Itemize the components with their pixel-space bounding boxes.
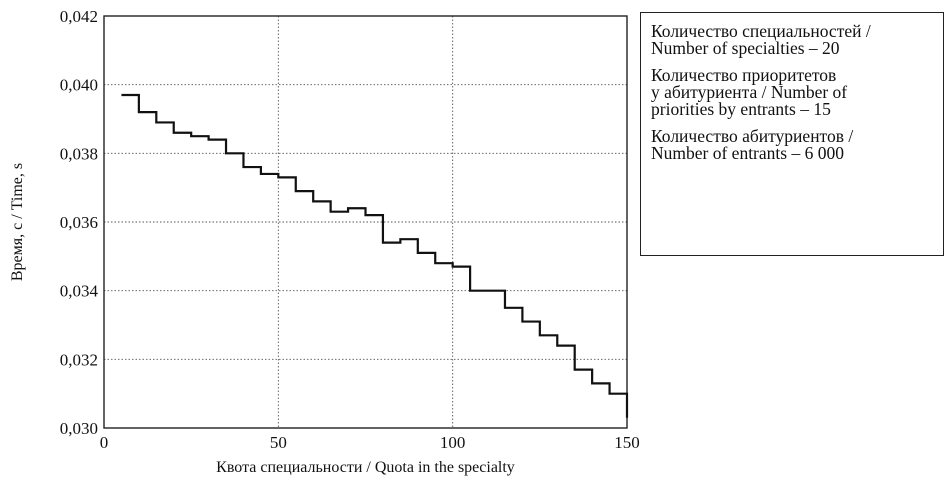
y-tick-label: 0,034: [60, 282, 99, 301]
y-tick-label: 0,042: [60, 7, 98, 26]
y-tick-label: 0,036: [60, 213, 98, 232]
x-tick-label: 50: [270, 433, 287, 452]
plot-frame: [103, 15, 628, 429]
y-tick-label: 0,038: [60, 144, 98, 163]
x-axis-label: Квота специальности / Quota in the speci…: [216, 459, 515, 476]
y-axis-label: Время, с / Time, s: [9, 163, 26, 281]
y-tick-label: 0,032: [60, 350, 98, 369]
tick-labels: 0,030 0,032 0,034 0,036 0,038 0,040 0,042 0 50 10…: [60, 7, 640, 452]
y-tick-label: 0,040: [60, 76, 98, 95]
legend: Количество специальностей / Number of sp…: [640, 12, 944, 256]
legend-entry-entrants: Количество абитуриентов / Number of entr…: [651, 126, 854, 163]
legend-entry-specialties: Количество специальностей / Number of sp…: [651, 21, 871, 58]
data-series-line: [121, 93, 629, 418]
y-tick-label: 0,030: [60, 419, 98, 438]
x-tick-label: 100: [440, 433, 466, 452]
legend-entry-priorities: Количество приоритетов у абитуриента / N…: [651, 65, 848, 119]
x-tick-label: 150: [614, 433, 640, 452]
grid-lines: [104, 16, 627, 428]
x-tick-label: 0: [100, 433, 109, 452]
